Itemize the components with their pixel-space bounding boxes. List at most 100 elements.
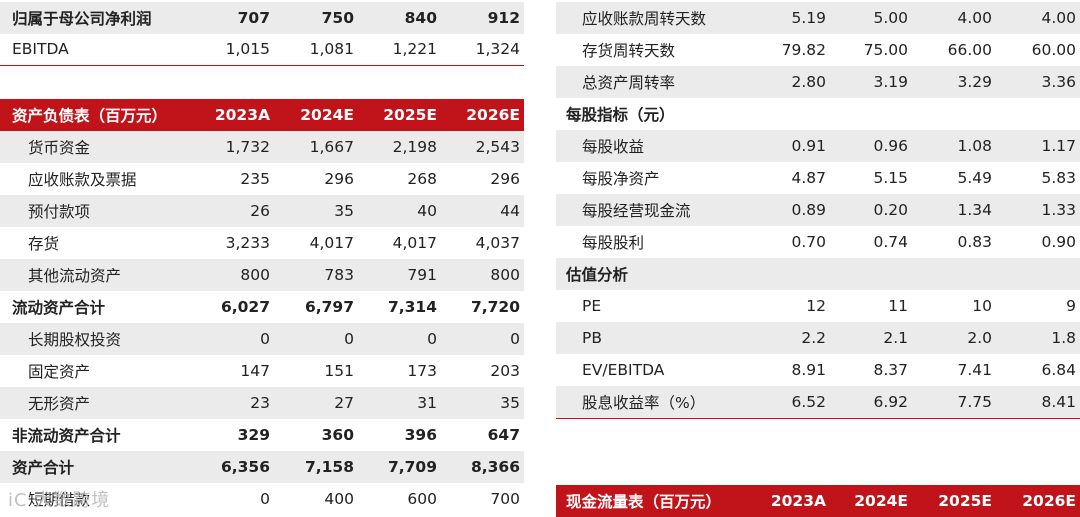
row-value: 0.74 <box>873 233 908 251</box>
row-value: 235 <box>240 170 270 188</box>
row-value: 800 <box>240 266 270 284</box>
row-label: 货币资金 <box>28 139 91 157</box>
row-value: 31 <box>417 394 437 412</box>
row-value: 0.70 <box>791 233 826 251</box>
row-value: 5.00 <box>873 9 908 27</box>
row-value: 2.0 <box>967 329 992 347</box>
ratio-row: 每股经营现金流 0.89 0.20 1.34 1.33 <box>556 194 1080 226</box>
cashflow-header: 现金流量表（百万元） 2023A 2024E 2025E 2026E <box>556 485 1080 517</box>
row-value: 7.41 <box>957 361 992 379</box>
row-value: 40 <box>417 202 437 220</box>
row-value: 396 <box>404 426 437 444</box>
year-header: 2024E <box>300 106 354 124</box>
row-label: 归属于母公司净利润 <box>12 10 152 28</box>
row-label: 估值分析 <box>566 266 629 284</box>
balance-row: 非流动资产合计 329 360 396 647 <box>0 419 524 451</box>
balance-row: 预付款项 26 35 40 44 <box>0 195 524 227</box>
row-label: 应收账款及票据 <box>28 171 137 189</box>
row-value: 360 <box>321 426 354 444</box>
row-value: 4.87 <box>791 169 826 187</box>
row-value: 1,221 <box>392 40 437 58</box>
row-value: 0.91 <box>791 137 826 155</box>
row-label: 固定资产 <box>28 363 91 381</box>
row-value: 9 <box>1066 297 1076 315</box>
row-value: 0 <box>427 330 437 348</box>
row-value: 0 <box>260 330 270 348</box>
row-label: 资产合计 <box>12 459 75 477</box>
balance-sheet-header: 资产负债表（百万元） 2023A 2024E 2025E 2026E <box>0 99 524 131</box>
row-label: EBITDA <box>12 40 69 58</box>
row-value: 7,709 <box>387 458 437 476</box>
row-value: 2.80 <box>791 73 826 91</box>
row-label: 其他流动资产 <box>28 267 122 285</box>
row-value: 147 <box>240 362 270 380</box>
row-value: 1,015 <box>225 40 270 58</box>
year-header: 2023A <box>214 106 270 124</box>
row-value: 6,797 <box>304 298 354 316</box>
row-value: 6,027 <box>220 298 270 316</box>
row-value: 700 <box>490 490 520 508</box>
row-value: 0.89 <box>791 201 826 219</box>
row-value: 783 <box>324 266 354 284</box>
balance-row: 存货 3,233 4,017 4,017 4,037 <box>0 227 524 259</box>
row-value: 7,158 <box>304 458 354 476</box>
row-value: 5.83 <box>1041 169 1076 187</box>
balance-row: 长期股权投资 0 0 0 0 <box>0 323 524 355</box>
row-label: 每股指标（元） <box>566 106 675 124</box>
row-value: 840 <box>404 9 437 27</box>
income-row: 归属于母公司净利润 707 750 840 912 <box>0 2 524 34</box>
ratio-row: 存货周转天数 79.82 75.00 66.00 60.00 <box>556 34 1080 66</box>
row-value: 8,366 <box>470 458 520 476</box>
row-value: 5.19 <box>791 9 826 27</box>
row-value: 4.00 <box>957 9 992 27</box>
year-header: 2024E <box>854 492 908 510</box>
row-value: 647 <box>487 426 520 444</box>
row-label: PE <box>582 297 602 315</box>
row-value: 1,667 <box>309 138 354 156</box>
row-value: 1,732 <box>225 138 270 156</box>
row-value: 10 <box>972 297 992 315</box>
row-value: 5.49 <box>957 169 992 187</box>
row-label: PB <box>582 329 602 347</box>
row-value: 1.08 <box>957 137 992 155</box>
row-label: 短期借款 <box>28 491 91 509</box>
row-value: 0.90 <box>1041 233 1076 251</box>
balance-row: 流动资产合计 6,027 6,797 7,314 7,720 <box>0 291 524 323</box>
row-value: 400 <box>324 490 354 508</box>
row-value: 4,017 <box>392 234 437 252</box>
row-value: 3.36 <box>1041 73 1076 91</box>
ratio-row: 每股收益 0.91 0.96 1.08 1.17 <box>556 130 1080 162</box>
row-value: 600 <box>407 490 437 508</box>
row-label: 每股经营现金流 <box>582 202 691 220</box>
row-label: EV/EBITDA <box>582 361 665 379</box>
row-label: 非流动资产合计 <box>12 427 121 445</box>
row-value: 2,543 <box>475 138 520 156</box>
row-value: 3.29 <box>957 73 992 91</box>
row-label: 每股股利 <box>582 234 645 252</box>
row-label: 长期股权投资 <box>28 331 122 349</box>
row-value: 3.19 <box>873 73 908 91</box>
row-value: 0.20 <box>873 201 908 219</box>
balance-row: 应收账款及票据 235 296 268 296 <box>0 163 524 195</box>
row-value: 11 <box>888 297 908 315</box>
balance-row: 无形资产 23 27 31 35 <box>0 387 524 419</box>
balance-row: 短期借款 0 400 600 700 <box>0 483 524 515</box>
row-value: 3,233 <box>225 234 270 252</box>
row-value: 268 <box>407 170 437 188</box>
row-value: 79.82 <box>781 41 826 59</box>
year-header: 2025E <box>938 492 992 510</box>
row-value: 800 <box>490 266 520 284</box>
year-header: 2026E <box>1022 492 1076 510</box>
ratio-row: 应收账款周转天数 5.19 5.00 4.00 4.00 <box>556 2 1080 34</box>
row-value: 23 <box>250 394 270 412</box>
row-value: 7.75 <box>957 393 992 411</box>
balance-row: 固定资产 147 151 173 203 <box>0 355 524 387</box>
left-financial-table: 归属于母公司净利润 707 750 840 912 EBITDA 1,015 1,081 1,2… <box>0 0 524 516</box>
row-value: 6,356 <box>220 458 270 476</box>
row-label: 每股净资产 <box>582 170 660 188</box>
balance-row: 货币资金 1,732 1,667 2,198 2,543 <box>0 131 524 163</box>
row-value: 151 <box>324 362 354 380</box>
row-value: 791 <box>407 266 437 284</box>
row-value: 0 <box>260 490 270 508</box>
row-value: 4,037 <box>475 234 520 252</box>
